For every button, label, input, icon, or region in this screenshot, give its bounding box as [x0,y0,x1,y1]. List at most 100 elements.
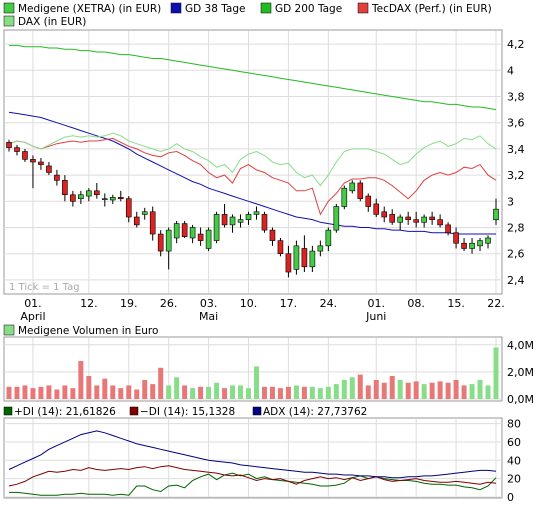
candle-up [253,211,260,215]
volume-bar [469,384,475,399]
volume-bar [285,386,291,399]
candle-down [94,190,100,196]
candle-down [38,161,44,165]
x-tick-label: 19. [120,297,138,310]
candle-down [125,198,132,218]
month-label: Juni [365,310,386,323]
legend-volume: Medigene Volumen in Euro [18,325,158,337]
series-line-dax-in-eur- [8,132,497,187]
indicator-y-tick-label: 60 [507,436,521,449]
candle-up [333,206,340,231]
candle-down [157,233,164,252]
volume-bar [166,385,172,399]
legend-swatch-tecdax [357,2,369,14]
volume-bar [325,386,331,399]
candle-down [357,182,364,199]
candle-down [197,233,204,241]
candle-up [205,229,212,249]
candle-down [261,214,268,231]
x-tick-label: 17. [280,297,298,310]
volume-bar [134,389,140,399]
x-tick-label: 24. [320,297,338,310]
candle-down [14,147,20,152]
volume-bar [445,382,451,399]
price-y-tick-label: 3,8 [507,91,525,104]
legend-swatch-medigene [3,2,15,14]
candle-down [181,223,188,237]
volume-bar [110,385,116,399]
volume-bar [389,375,395,399]
legend-swatch-plus-di [3,406,13,416]
candle-down [381,211,388,218]
month-label: Mai [199,310,218,323]
volume-bar [174,377,180,399]
volume-bar [182,385,188,399]
volume-bars [6,347,499,399]
month-label: April [20,310,45,323]
price-panel-frame [3,29,503,295]
candle-up [397,216,403,223]
legend-swatch-gd200 [260,2,272,14]
x-tick-label: 22. [487,297,505,310]
indicator-legend: +DI (14): 21,61826 −DI (14): 15,1328 ADX… [3,406,367,418]
volume-bar [413,381,419,399]
legend-swatch-minus-di [129,406,139,416]
legend-tecdax: TecDAX (Perf.) (in EUR) [371,3,492,15]
legend-swatch-gd38 [170,2,182,14]
volume-panel-frame [3,336,503,402]
candle-up [213,214,220,241]
candle-down [46,165,52,173]
volume-bar [365,385,371,399]
legend-swatch-volume [3,324,15,336]
volume-bar [349,377,355,399]
candle-up [165,229,172,252]
candle-down [437,219,443,226]
candle-down [373,203,380,215]
volume-bar [214,382,220,399]
legend-plus-di: +DI (14): 21,61826 [14,406,116,418]
volume-bar [30,388,36,399]
volume-bar [6,386,12,399]
volume-bar [246,388,252,399]
price-x-axis: 01. 12. 19. 26. 03. 10. 17. 24. 01. 08. 15. 22. Apri… [20,297,504,323]
candle-up [317,245,324,252]
indicator-y-tick-label: 80 [507,418,521,431]
price-series-lines [8,44,497,235]
indicator-y-tick-label: 0 [507,491,514,504]
candle-up [477,240,483,247]
volume-bar [301,386,307,399]
series-line-gd-38-tage [8,111,496,235]
volume-bar [158,367,164,399]
price-y-tick-label: 2,6 [507,248,525,261]
candle-down [149,211,156,235]
candle-up [189,227,196,239]
x-tick-label: 15. [447,297,465,310]
candle-up [469,242,475,249]
volume-legend: Medigene Volumen in Euro [3,324,158,337]
candle-down [365,195,372,207]
candle-down [413,219,419,223]
volume-bar [309,386,315,399]
volume-bar [405,382,411,399]
volume-bar [86,375,92,399]
candle-up [309,250,316,268]
candle-down [389,214,396,223]
indicator-grid [4,419,502,498]
candle-up [293,245,300,270]
volume-y-tick-label: 4,0M [507,339,534,352]
candle-down [117,197,124,199]
legend-dax: DAX (in EUR) [18,16,86,28]
x-tick-label: 10. [240,297,258,310]
volume-bar [38,386,44,399]
candle-down [62,180,68,196]
candle-down [285,253,292,273]
candle-up [493,208,499,220]
candle-down [221,214,228,226]
x-tick-label: 01. [367,297,385,310]
candle-down [429,216,435,220]
volume-bar [341,380,347,399]
volume-bar [253,366,259,399]
candle-down [6,142,12,148]
volume-bar [102,378,108,399]
